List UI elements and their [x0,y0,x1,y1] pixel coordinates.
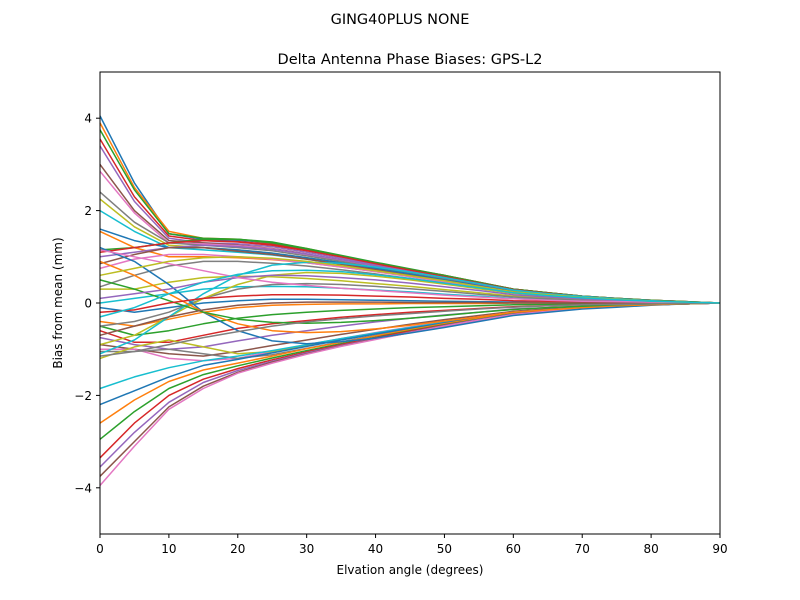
x-tick-label: 50 [437,542,452,556]
x-tick-label: 20 [230,542,245,556]
y-axis-ticks: −4 −2 0 2 4 [74,112,100,495]
series-lines [99,115,721,486]
x-tick-label: 0 [96,542,104,556]
series-line [99,269,721,318]
x-tick-label: 10 [161,542,176,556]
y-tick-label: 2 [84,204,92,218]
x-tick-label: 30 [299,542,314,556]
series-line [99,249,721,304]
y-tick-label: −4 [74,481,92,495]
plot-area [99,71,721,535]
series-line [99,302,721,357]
x-axis-label: Elvation angle (degrees) [337,563,484,577]
y-tick-label: 0 [84,297,92,311]
x-tick-label: 40 [368,542,383,556]
x-tick-label: 60 [506,542,521,556]
y-axis-label: Bias from mean (mm) [51,237,65,368]
series-line [99,301,720,337]
y-tick-label: −2 [74,389,92,403]
y-tick-label: 4 [84,112,92,126]
x-tick-label: 70 [575,542,590,556]
figure-suptitle: GING40PLUS NONE [331,12,470,28]
x-tick-label: 90 [712,542,727,556]
x-tick-label: 80 [643,542,658,556]
chart-title: Delta Antenna Phase Biases: GPS-L2 [278,52,543,68]
x-axis-ticks: 0 10 20 30 40 50 60 70 80 90 [96,534,728,556]
